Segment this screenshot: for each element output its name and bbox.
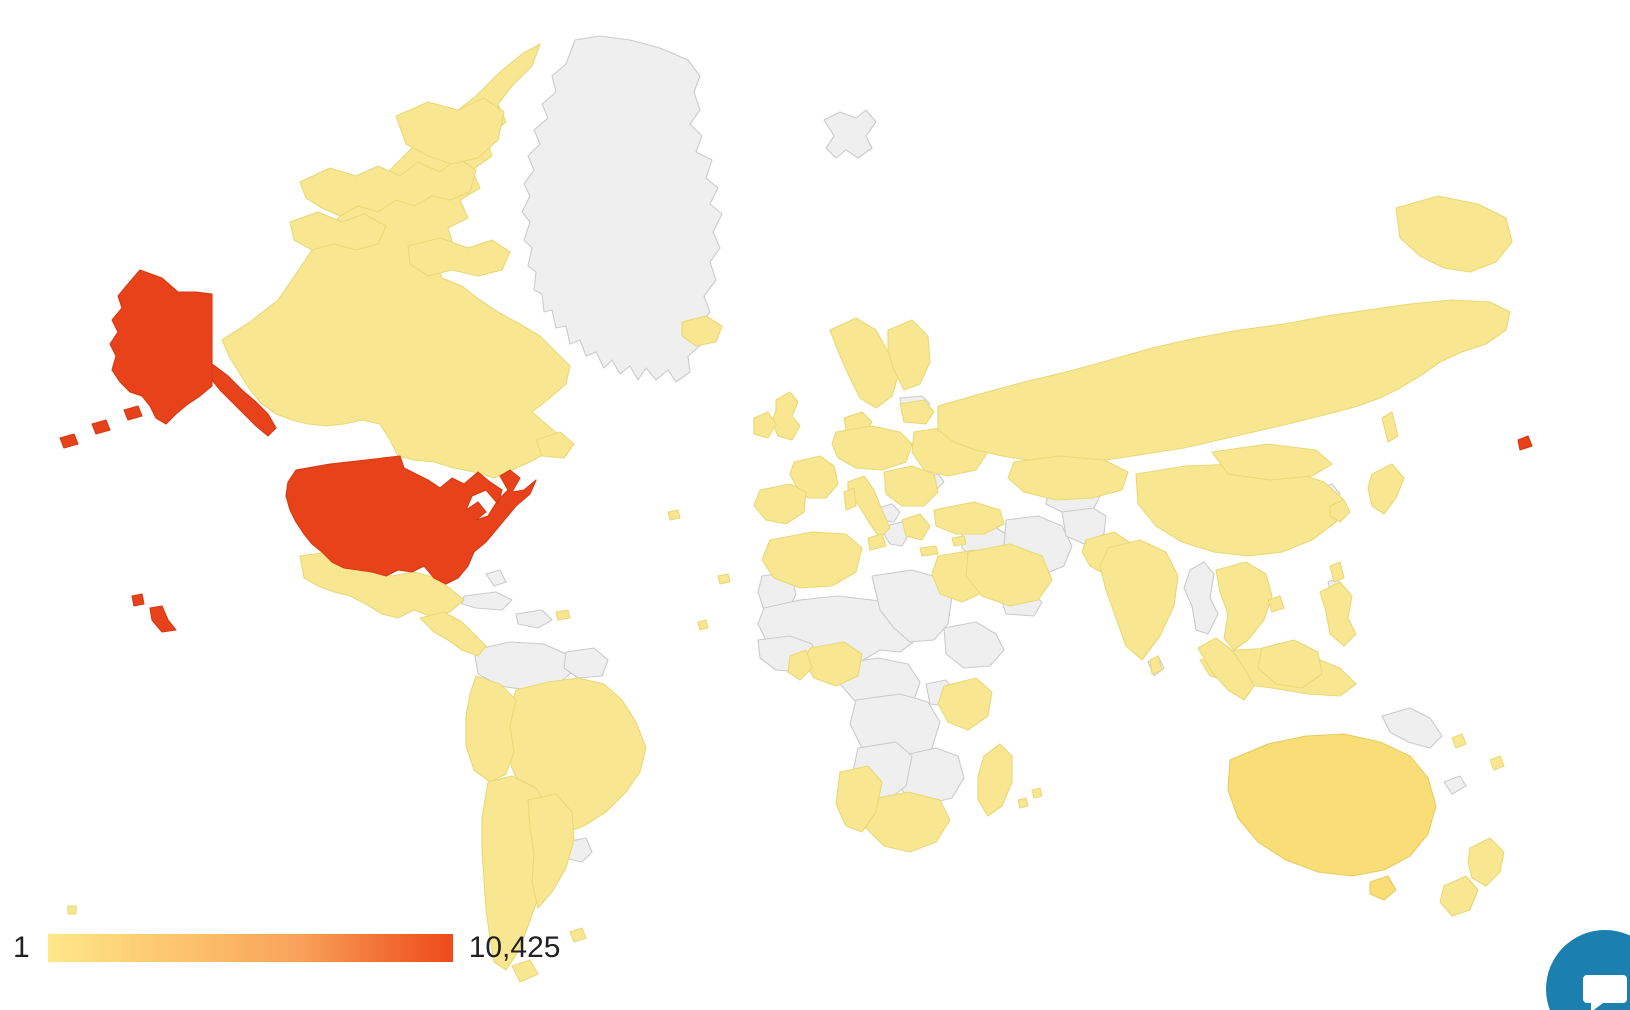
- country-scandinavia[interactable]: [829, 317, 899, 409]
- state-alaska[interactable]: [109, 269, 213, 425]
- country-kenya-tanzania[interactable]: [937, 677, 993, 731]
- country-madagascar[interactable]: [977, 743, 1013, 817]
- island-taiwan[interactable]: [1329, 561, 1345, 583]
- country-borneo[interactable]: [1257, 639, 1323, 689]
- country-kazakhstan[interactable]: [1007, 455, 1129, 501]
- country-uk[interactable]: [771, 391, 801, 441]
- country-guyana-suriname[interactable]: [563, 647, 609, 679]
- country-papua-new-guinea[interactable]: [1381, 707, 1443, 749]
- country-newfoundland[interactable]: [535, 431, 575, 459]
- island-corsica-sardinia[interactable]: [843, 487, 857, 511]
- island-crete[interactable]: [919, 545, 939, 557]
- country-brazil[interactable]: [505, 677, 647, 835]
- country-arctic-islands-3[interactable]: [407, 237, 511, 277]
- legend-gradient-bar: [47, 934, 453, 962]
- island-falkland[interactable]: [569, 927, 587, 943]
- country-iceland[interactable]: [681, 315, 723, 347]
- state-hawaii[interactable]: [131, 593, 177, 633]
- country-ethiopia-somalia[interactable]: [943, 621, 1005, 669]
- island-cape-verde[interactable]: [697, 619, 709, 631]
- island-tierra-del-fuego[interactable]: [511, 959, 539, 983]
- country-central-america[interactable]: [419, 611, 487, 657]
- country-ghana-togo[interactable]: [787, 649, 813, 681]
- island-canary[interactable]: [717, 573, 731, 585]
- country-greenland[interactable]: [521, 35, 723, 383]
- country-germany-poland[interactable]: [831, 425, 913, 471]
- legend-max-label: 10,425: [468, 931, 561, 964]
- chat-bubble-icon: [1583, 975, 1627, 1010]
- country-libya-sudan[interactable]: [871, 569, 953, 643]
- low-value-countries[interactable]: [221, 43, 1513, 971]
- country-turkey[interactable]: [933, 501, 1005, 535]
- island-fiji[interactable]: [1489, 755, 1505, 771]
- country-france[interactable]: [789, 455, 839, 499]
- country-saudi-arabia[interactable]: [965, 543, 1053, 607]
- country-baltics[interactable]: [899, 399, 935, 425]
- country-myanmar[interactable]: [1183, 561, 1219, 635]
- island-mauritius[interactable]: [1031, 787, 1043, 799]
- country-sumatra[interactable]: [1197, 637, 1255, 701]
- island-reunion[interactable]: [1017, 797, 1029, 809]
- country-australia[interactable]: [1227, 733, 1437, 877]
- country-ireland[interactable]: [753, 411, 777, 439]
- country-arctic-islands-2[interactable]: [289, 211, 387, 251]
- country-cuba[interactable]: [461, 591, 513, 611]
- country-namibia[interactable]: [835, 765, 883, 833]
- country-argentina-east[interactable]: [527, 793, 575, 909]
- island-puerto-rico[interactable]: [555, 609, 571, 621]
- country-greece[interactable]: [901, 513, 931, 541]
- territory-pacific-small[interactable]: [1517, 435, 1533, 451]
- island-legend-dot[interactable]: [67, 905, 77, 915]
- country-japan[interactable]: [1367, 463, 1405, 515]
- mid-value-countries[interactable]: [1227, 733, 1437, 901]
- state-alaska-panhandle[interactable]: [211, 363, 277, 437]
- island-solomon[interactable]: [1451, 733, 1467, 749]
- island-sicily[interactable]: [867, 533, 887, 551]
- legend-gradient-svg: [47, 934, 453, 962]
- country-russia-far-east[interactable]: [1395, 195, 1513, 273]
- country-tasmania[interactable]: [1369, 875, 1397, 901]
- island-cyprus[interactable]: [951, 535, 967, 547]
- island-azores[interactable]: [667, 509, 681, 521]
- island-hainan[interactable]: [1267, 595, 1285, 613]
- country-new-zealand-south[interactable]: [1439, 875, 1479, 917]
- legend-min-label: 1: [13, 931, 30, 964]
- country-peru-bolivia[interactable]: [465, 675, 517, 783]
- state-aleutians[interactable]: [59, 405, 143, 449]
- high-value-countries[interactable]: [59, 269, 1533, 633]
- island-sri-lanka[interactable]: [1149, 655, 1163, 675]
- country-south-korea[interactable]: [1329, 499, 1351, 523]
- country-thailand-vietnam[interactable]: [1215, 561, 1273, 651]
- country-united-states-mainland[interactable]: [285, 455, 537, 585]
- color-scale-legend: 1 10,425: [0, 918, 600, 978]
- country-baffin[interactable]: [395, 97, 505, 165]
- island-sakhalin[interactable]: [1381, 411, 1399, 443]
- country-mongolia[interactable]: [1211, 443, 1333, 481]
- country-arctic-islands[interactable]: [299, 157, 477, 217]
- country-spain-portugal[interactable]: [753, 483, 807, 525]
- country-balkans-yellow[interactable]: [883, 465, 939, 507]
- country-india[interactable]: [1099, 539, 1179, 661]
- country-philippines[interactable]: [1319, 581, 1357, 647]
- country-bahamas[interactable]: [485, 569, 507, 587]
- small-islands[interactable]: [67, 411, 1505, 983]
- country-hispaniola[interactable]: [515, 609, 553, 629]
- country-svalbard[interactable]: [823, 109, 877, 159]
- country-new-caledonia[interactable]: [1443, 775, 1467, 795]
- country-morocco-algeria-tunisia[interactable]: [761, 531, 863, 589]
- country-finland[interactable]: [887, 319, 931, 391]
- country-new-zealand[interactable]: [1467, 837, 1505, 887]
